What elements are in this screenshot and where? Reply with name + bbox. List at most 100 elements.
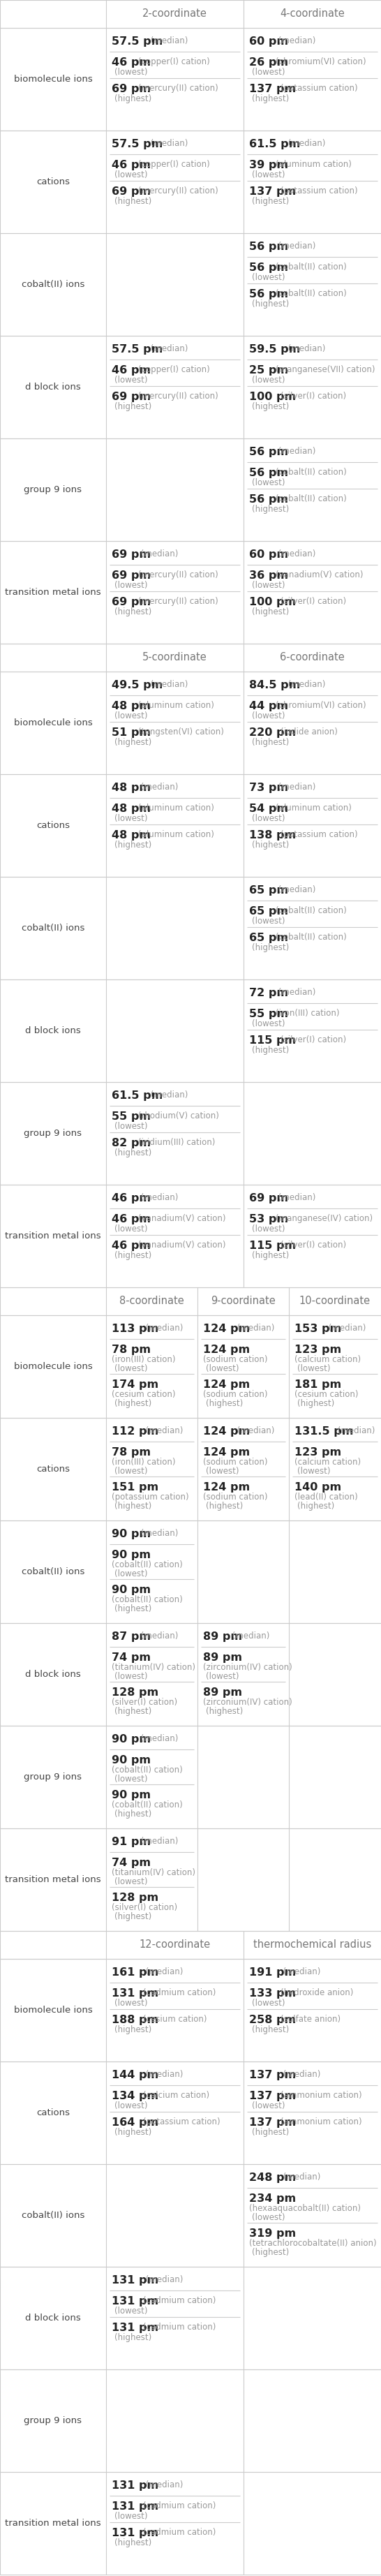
Text: (median): (median): [234, 1427, 274, 1435]
Text: (copper(I) cation): (copper(I) cation): [138, 57, 210, 67]
Text: (highest): (highest): [114, 2537, 152, 2548]
Text: 90 pm: 90 pm: [112, 1584, 151, 1595]
Text: (cobalt(II) cation): (cobalt(II) cation): [112, 1561, 182, 1569]
Text: 181 pm: 181 pm: [295, 1381, 341, 1391]
Text: (median): (median): [143, 1968, 183, 1976]
Text: 90 pm: 90 pm: [112, 1754, 151, 1765]
Text: (highest): (highest): [114, 1149, 152, 1157]
Text: 69 pm: 69 pm: [112, 185, 151, 196]
Text: (highest): (highest): [114, 608, 152, 616]
Text: 78 pm: 78 pm: [112, 1345, 151, 1355]
Text: 55 pm: 55 pm: [112, 1110, 151, 1123]
Text: (cobalt(II) cation): (cobalt(II) cation): [275, 469, 347, 477]
Text: (cesium cation): (cesium cation): [112, 1391, 176, 1399]
Text: 153 pm: 153 pm: [295, 1324, 341, 1334]
Text: (highest): (highest): [114, 196, 152, 206]
Text: (median): (median): [285, 680, 325, 688]
Text: 191 pm: 191 pm: [249, 1968, 296, 1978]
Text: (highest): (highest): [114, 840, 152, 850]
Text: (highest): (highest): [252, 2249, 289, 2257]
Text: (median): (median): [138, 1631, 178, 1641]
Bar: [0, 1623, 381, 1726]
Text: 69 pm: 69 pm: [112, 549, 151, 559]
Text: (highest): (highest): [252, 943, 289, 953]
Text: (aluminum cation): (aluminum cation): [275, 804, 352, 811]
Text: biomolecule ions: biomolecule ions: [14, 75, 92, 85]
Text: (zirconium(IV) cation): (zirconium(IV) cation): [203, 1664, 292, 1672]
Bar: [0, 438, 381, 541]
Text: (median): (median): [275, 242, 316, 250]
Text: biomolecule ions: biomolecule ions: [14, 1363, 92, 1370]
Text: (lowest): (lowest): [114, 1365, 147, 1373]
Text: (median): (median): [280, 2071, 320, 2079]
Text: (copper(I) cation): (copper(I) cation): [138, 366, 210, 374]
Text: (cadmium cation): (cadmium cation): [143, 2295, 216, 2306]
Text: (silver(I) cation): (silver(I) cation): [280, 598, 346, 605]
Text: 137 pm: 137 pm: [249, 2071, 296, 2081]
Text: (lowest): (lowest): [114, 67, 147, 77]
Bar: [0, 644, 381, 672]
Text: 113 pm: 113 pm: [112, 1324, 158, 1334]
Text: 137 pm: 137 pm: [249, 2117, 296, 2128]
Text: (lowest): (lowest): [206, 1466, 239, 1476]
Text: 89 pm: 89 pm: [203, 1651, 242, 1664]
Text: 100 pm: 100 pm: [249, 392, 296, 402]
Bar: [0, 1417, 381, 1520]
Text: group 9 ions: group 9 ions: [24, 1772, 82, 1783]
Text: 57.5 pm: 57.5 pm: [112, 139, 163, 149]
Bar: [0, 1958, 381, 2061]
Text: 124 pm: 124 pm: [203, 1427, 250, 1437]
Bar: [0, 1726, 381, 1829]
Text: (highest): (highest): [252, 1252, 289, 1260]
Text: (median): (median): [275, 36, 316, 46]
Text: (vanadium(V) cation): (vanadium(V) cation): [275, 569, 363, 580]
Text: (lowest): (lowest): [297, 1466, 330, 1476]
Text: (potassium cation): (potassium cation): [280, 829, 358, 840]
Text: (lowest): (lowest): [114, 2306, 147, 2316]
Text: (highest): (highest): [252, 840, 289, 850]
Text: 258 pm: 258 pm: [249, 2014, 296, 2025]
Text: (aluminum cation): (aluminum cation): [275, 160, 352, 170]
Text: (sodium cation): (sodium cation): [203, 1458, 267, 1466]
Text: (median): (median): [148, 680, 188, 688]
Text: (iridium(III) cation): (iridium(III) cation): [138, 1139, 215, 1146]
Text: (highest): (highest): [114, 1252, 152, 1260]
Text: (highest): (highest): [297, 1399, 335, 1409]
Text: (median): (median): [148, 345, 188, 353]
Text: (median): (median): [138, 1837, 178, 1847]
Text: (lowest): (lowest): [114, 814, 147, 824]
Text: 51 pm: 51 pm: [112, 726, 151, 737]
Text: cations: cations: [36, 178, 70, 185]
Text: (sulfate anion): (sulfate anion): [280, 2014, 341, 2025]
Text: (median): (median): [234, 1324, 274, 1332]
Text: (median): (median): [230, 1631, 270, 1641]
Text: 138 pm: 138 pm: [249, 829, 296, 840]
Text: 46 pm: 46 pm: [112, 1242, 151, 1252]
Text: 161 pm: 161 pm: [112, 1968, 158, 1978]
Bar: [0, 1288, 381, 1316]
Bar: [0, 2061, 381, 2164]
Text: 74 pm: 74 pm: [112, 1651, 151, 1664]
Text: 234 pm: 234 pm: [249, 2192, 296, 2205]
Text: (vanadium(V) cation): (vanadium(V) cation): [138, 1213, 226, 1224]
Text: 48 pm: 48 pm: [112, 829, 151, 840]
Text: (median): (median): [143, 2481, 183, 2488]
Text: 12-coordinate: 12-coordinate: [139, 1940, 210, 1950]
Bar: [0, 28, 381, 131]
Text: 115 pm: 115 pm: [249, 1036, 296, 1046]
Bar: [0, 2267, 381, 2370]
Text: (cobalt(II) cation): (cobalt(II) cation): [112, 1765, 182, 1775]
Text: 46 pm: 46 pm: [112, 366, 151, 376]
Text: (lowest): (lowest): [252, 2213, 285, 2223]
Text: transition metal ions: transition metal ions: [5, 1875, 101, 1883]
Text: 8-coordinate: 8-coordinate: [119, 1296, 184, 1306]
Text: (highest): (highest): [114, 95, 152, 103]
Text: (aluminum cation): (aluminum cation): [138, 829, 214, 840]
Bar: [0, 979, 381, 1082]
Text: (median): (median): [280, 1968, 320, 1976]
Text: (cobalt(II) cation): (cobalt(II) cation): [275, 495, 347, 502]
Text: 44 pm: 44 pm: [249, 701, 288, 711]
Text: (cesium cation): (cesium cation): [295, 1391, 358, 1399]
Text: (lowest): (lowest): [114, 1569, 147, 1579]
Text: 74 pm: 74 pm: [112, 1857, 151, 1868]
